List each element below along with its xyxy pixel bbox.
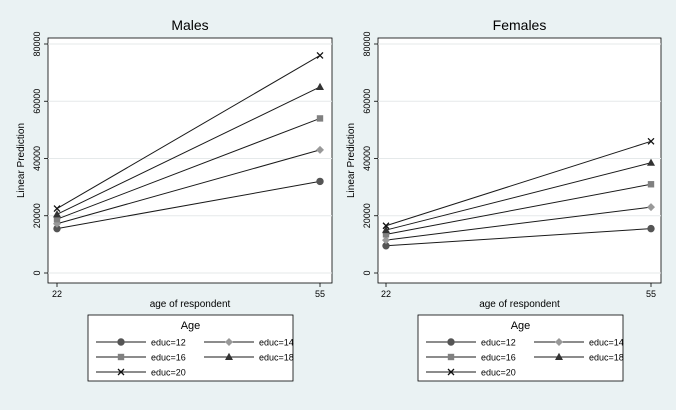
legend-label: educ=14 [259, 338, 294, 348]
y-tick-label: 80000 [362, 31, 372, 56]
legend-marker-educ-14 [225, 338, 233, 346]
y-tick-label: 40000 [362, 146, 372, 171]
data-point-educ-18 [53, 210, 61, 218]
series-line-educ-16 [56, 117, 321, 220]
data-point-educ-14 [382, 236, 390, 245]
y-axis-label: Linear Prediction [16, 123, 27, 198]
legend-title: Age [181, 320, 201, 332]
y-tick-label: 20000 [362, 203, 372, 228]
series-line-educ-12 [56, 180, 321, 230]
legend: Age educ=12 educ=14 educ=16 educ=18 educ=20 [87, 314, 294, 382]
series-line-educ-18 [56, 86, 321, 215]
legend-marker-educ-20 [447, 368, 455, 376]
x-axis-label: age of respondent [479, 299, 560, 310]
legend-title: Age [511, 320, 531, 332]
chart-title: Females [493, 17, 547, 33]
data-point-educ-18 [647, 158, 655, 166]
series-line-educ-20 [56, 55, 321, 210]
plot-area [377, 37, 662, 284]
data-point-educ-20 [647, 137, 655, 145]
series-line-educ-12 [385, 228, 652, 247]
data-point-educ-18 [316, 82, 324, 90]
y-tick-label: 20000 [32, 203, 42, 228]
data-point-educ-14 [316, 145, 324, 154]
x-tick-label: 22 [381, 289, 391, 299]
legend-marker-educ-12 [447, 338, 455, 346]
data-point-educ-16 [316, 115, 324, 122]
data-point-educ-16 [53, 215, 61, 223]
legend-label: educ=14 [589, 338, 624, 348]
legend-marker-educ-12 [117, 338, 125, 346]
data-point-educ-16 [647, 181, 655, 188]
legend-marker-educ-20 [117, 368, 125, 376]
legend-marker-educ-14 [555, 338, 563, 346]
x-tick-label: 22 [52, 289, 62, 299]
legend-label: educ=16 [481, 353, 516, 363]
legend-label: educ=20 [151, 368, 186, 378]
y-tick-label: 80000 [32, 31, 42, 56]
y-tick-label: 0 [32, 270, 42, 275]
data-point-educ-12 [647, 224, 655, 233]
y-tick-label: 0 [362, 270, 372, 275]
chart-panel-males: Males 0 20000 40000 60000 80000 Linear Predict… [16, 17, 333, 382]
y-tick-label: 40000 [32, 146, 42, 171]
series-line-educ-14 [385, 206, 652, 241]
legend: Age educ=12 educ=14 educ=16 educ=18 educ=20 [417, 314, 624, 382]
series-line-educ-20 [385, 140, 652, 227]
series-line-educ-14 [56, 149, 321, 225]
legend-label: educ=12 [151, 338, 186, 348]
legend-marker-educ-18 [225, 352, 233, 360]
y-tick-label: 60000 [32, 89, 42, 114]
x-tick-label: 55 [315, 289, 325, 299]
x-axis-label: age of respondent [150, 299, 231, 310]
legend-marker-educ-16 [117, 353, 125, 361]
legend-label: educ=18 [259, 353, 294, 363]
data-point-educ-20 [53, 205, 61, 213]
series-line-educ-18 [385, 162, 652, 231]
legend-marker-educ-16 [447, 353, 455, 361]
y-tick-label: 60000 [362, 89, 372, 114]
series-line-educ-16 [385, 183, 652, 235]
data-point-educ-20 [316, 51, 324, 59]
chart-panel-females: Females 0 20000 40000 60000 80000 Linear Predi… [346, 17, 662, 382]
data-point-educ-20 [382, 222, 390, 230]
y-axis-label: Linear Prediction [346, 123, 357, 198]
legend-label: educ=12 [481, 338, 516, 348]
data-point-educ-12 [316, 177, 324, 186]
legend-label: educ=18 [589, 353, 624, 363]
legend-marker-educ-18 [555, 352, 563, 360]
plot-area [47, 37, 333, 284]
legend-label: educ=16 [151, 353, 186, 363]
legend-label: educ=20 [481, 368, 516, 378]
x-tick-label: 55 [646, 289, 656, 299]
data-point-educ-18 [382, 225, 390, 234]
data-point-educ-16 [382, 231, 390, 238]
chart-title: Males [171, 17, 208, 33]
data-point-educ-14 [647, 203, 655, 212]
